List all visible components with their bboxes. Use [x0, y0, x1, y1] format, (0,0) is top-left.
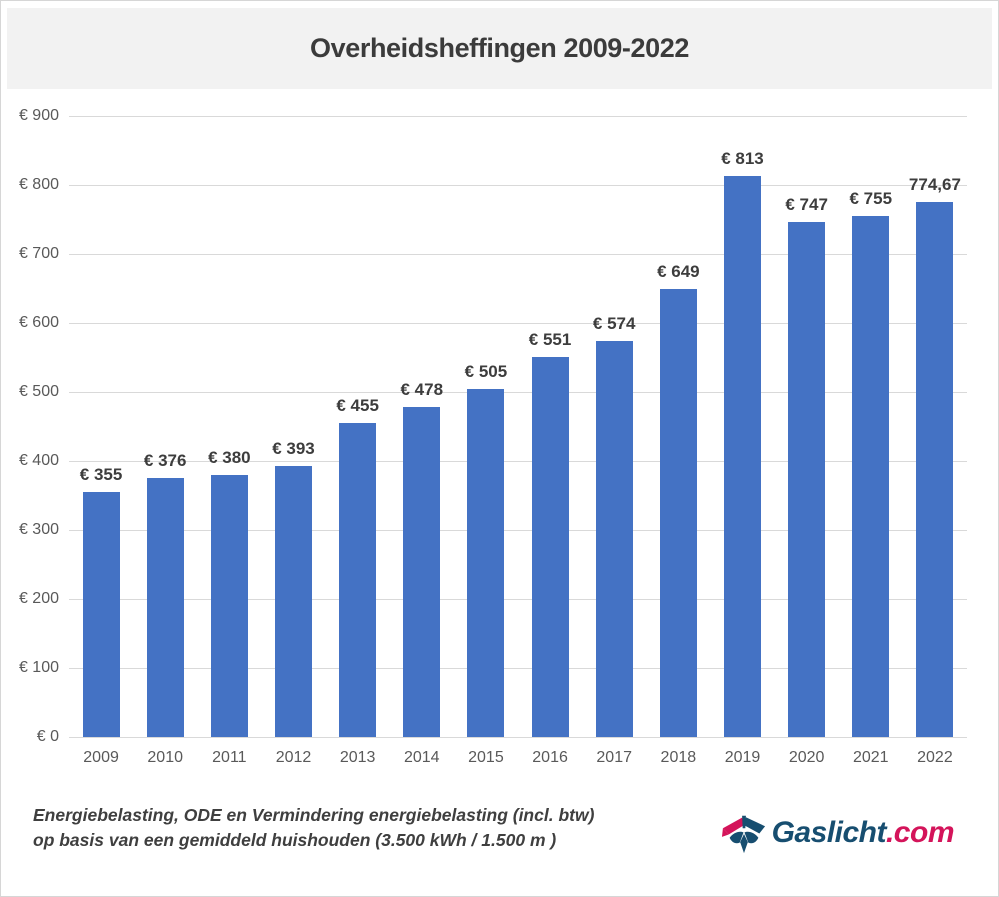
- y-axis-label: € 400: [18, 452, 59, 469]
- bar-value-label: € 355: [79, 465, 123, 485]
- y-axis-label: € 100: [18, 659, 59, 676]
- x-axis-label: 2015: [468, 749, 504, 766]
- bar: [531, 356, 569, 737]
- bar-value-label: € 813: [721, 149, 764, 169]
- gridline: [69, 254, 967, 255]
- x-axis-label: 2009: [83, 749, 119, 766]
- gridline: [69, 392, 967, 393]
- footnote: Energiebelasting, ODE en Vermindering en…: [33, 803, 673, 853]
- x-axis-label: 2018: [660, 749, 697, 766]
- gridline: [69, 185, 967, 186]
- x-axis-label: 2022: [917, 749, 953, 766]
- logo-suffix: .com: [885, 816, 955, 849]
- gridline: [69, 599, 967, 600]
- gridline: [69, 530, 967, 531]
- bar: [210, 474, 248, 737]
- bar-value-label: € 649: [657, 262, 700, 282]
- gaslicht-logo-icon: [721, 815, 765, 854]
- y-axis-label: € 0: [36, 728, 59, 745]
- y-axis-label: € 900: [18, 107, 59, 124]
- gridline: [69, 461, 967, 462]
- y-axis-label: € 500: [18, 383, 59, 400]
- y-axis-label: € 600: [18, 314, 59, 331]
- x-axis-label: 2014: [403, 749, 440, 766]
- footnote-line-1: Energiebelasting, ODE en Vermindering en…: [33, 805, 595, 825]
- x-axis-label: 2019: [724, 749, 761, 766]
- bar: [659, 289, 697, 737]
- x-axis-label: 2017: [596, 749, 632, 766]
- bar-value-label: € 455: [336, 396, 379, 416]
- gaslicht-logo-text: Gaslicht.com: [771, 816, 955, 850]
- bar-value-label: € 755: [849, 189, 893, 209]
- logo-name: Gaslicht: [771, 816, 887, 849]
- gaslicht-logo: Gaslicht.com: [721, 807, 955, 859]
- bar-value-label: 774,67: [908, 175, 961, 195]
- bar: [595, 340, 633, 737]
- x-axis-label: 2021: [852, 749, 889, 766]
- y-axis-label: € 800: [18, 176, 59, 193]
- x-axis-label: 2016: [532, 749, 568, 766]
- bar: [275, 465, 312, 737]
- bar: [467, 388, 505, 737]
- bar-value-label: € 505: [464, 361, 508, 381]
- bar: [82, 492, 120, 737]
- x-axis-label: 2011: [212, 749, 247, 766]
- bar-value-label: € 393: [272, 438, 315, 458]
- x-axis-label: 2012: [275, 749, 312, 766]
- x-axis-label: 2013: [339, 749, 376, 766]
- bar: [788, 221, 826, 737]
- x-axis-label: 2020: [788, 749, 825, 766]
- footnote-line-2: op basis van een gemiddeld huishouden (3…: [33, 830, 557, 850]
- gridline: [69, 323, 967, 324]
- bar-value-label: € 376: [143, 450, 187, 470]
- bar: [339, 423, 377, 737]
- bar: [146, 477, 184, 737]
- bar: [852, 216, 890, 737]
- y-axis-label: € 200: [18, 590, 59, 607]
- bar-value-label: € 380: [208, 447, 251, 467]
- x-axis-label: 2010: [147, 749, 183, 766]
- title-band: Overheidsheffingen 2009-2022: [7, 8, 992, 89]
- bar-value-label: € 574: [592, 313, 636, 333]
- chart-title: Overheidsheffingen 2009-2022: [310, 33, 689, 63]
- bar-value-label: € 478: [400, 380, 444, 400]
- y-axis-label: € 300: [18, 521, 59, 538]
- bar: [724, 176, 761, 737]
- bar: [916, 202, 954, 737]
- gridline: [69, 737, 967, 738]
- y-axis-label: € 700: [18, 245, 59, 262]
- gridline: [69, 668, 967, 669]
- gridline: [69, 116, 967, 117]
- bar-value-label: € 747: [785, 194, 828, 214]
- bar-value-label: € 551: [528, 329, 572, 349]
- bar: [403, 407, 441, 737]
